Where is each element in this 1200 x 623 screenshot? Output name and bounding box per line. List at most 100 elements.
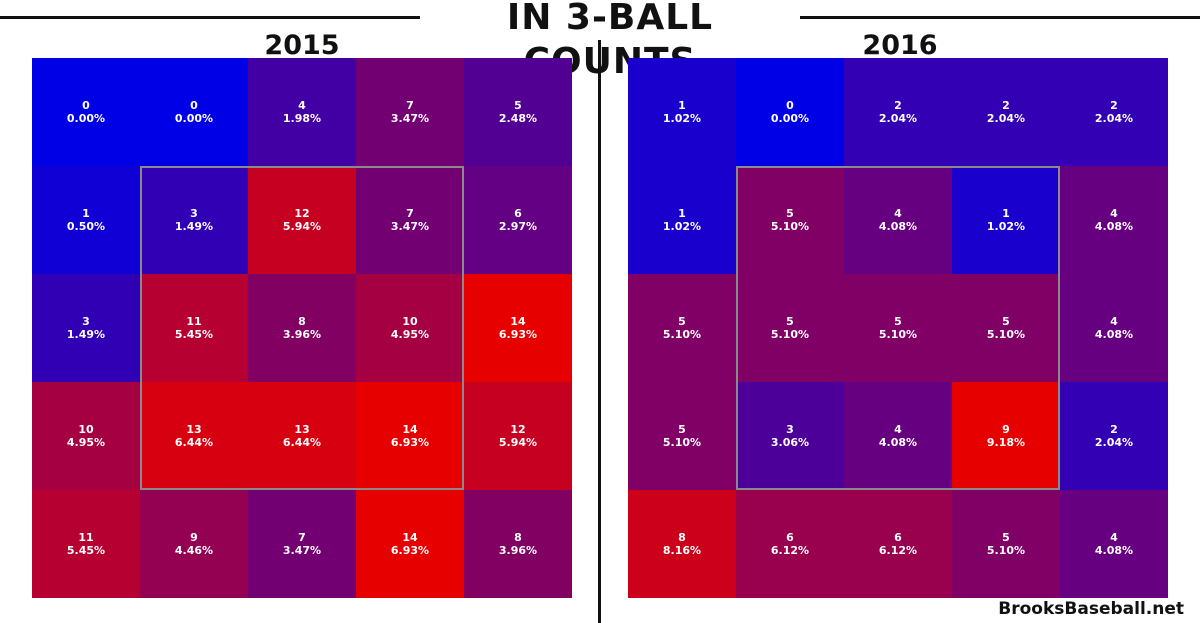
- cell-percent: 5.10%: [662, 328, 702, 341]
- cell-count: 4: [1110, 531, 1118, 544]
- cell-percent: 6.93%: [390, 544, 430, 557]
- heatmap-cell: 5 5.10%: [628, 274, 736, 382]
- cell-percent: 6.12%: [770, 544, 810, 557]
- cell-count: 5: [1002, 531, 1010, 544]
- cell-percent: 1.02%: [662, 112, 702, 125]
- cell-count: 3: [82, 315, 90, 328]
- cell-percent: 0.00%: [770, 112, 810, 125]
- heatmap-cell: 13 6.44%: [248, 382, 356, 490]
- heatmap-cell: 2 2.04%: [1060, 382, 1168, 490]
- cell-count: 1: [678, 99, 686, 112]
- cell-count: 1: [1002, 207, 1010, 220]
- cell-count: 5: [678, 423, 686, 436]
- heatmap-cell: 7 3.47%: [248, 490, 356, 598]
- heatmap-cell: 9 9.18%: [952, 382, 1060, 490]
- cell-count: 4: [894, 207, 902, 220]
- cell-count: 0: [82, 99, 90, 112]
- cell-percent: 2.04%: [1094, 436, 1134, 449]
- heatmap-cell: 7 3.47%: [356, 166, 464, 274]
- cell-count: 4: [1110, 315, 1118, 328]
- watermark: BrooksBaseball.net: [998, 599, 1184, 619]
- heatmap-cell: 1 1.02%: [952, 166, 1060, 274]
- cell-percent: 1.98%: [282, 112, 322, 125]
- cell-percent: 5.45%: [174, 328, 214, 341]
- cell-percent: 6.93%: [498, 328, 538, 341]
- heatmap-cell: 3 1.49%: [140, 166, 248, 274]
- heatmap-cell: 2 2.04%: [844, 58, 952, 166]
- heatmap-cell: 14 6.93%: [356, 490, 464, 598]
- heatmap-cell: 4 4.08%: [844, 166, 952, 274]
- cell-percent: 4.08%: [878, 436, 918, 449]
- cell-percent: 8.16%: [662, 544, 702, 557]
- title-rule-right: [800, 16, 1200, 19]
- cell-count: 10: [402, 315, 418, 328]
- cell-percent: 2.04%: [986, 112, 1026, 125]
- cell-percent: 4.08%: [878, 220, 918, 233]
- cell-percent: 0.00%: [174, 112, 214, 125]
- heatmap-cell: 5 5.10%: [844, 274, 952, 382]
- cell-count: 2: [1110, 99, 1118, 112]
- cell-percent: 6.93%: [390, 436, 430, 449]
- cell-count: 13: [186, 423, 202, 436]
- cell-percent: 4.08%: [1094, 328, 1134, 341]
- year-2015-label: 2015: [264, 30, 340, 61]
- cell-percent: 5.10%: [878, 328, 918, 341]
- cell-percent: 2.04%: [1094, 112, 1134, 125]
- heatmap-cell: 0 0.00%: [32, 58, 140, 166]
- cell-percent: 5.45%: [66, 544, 106, 557]
- heatmap-cell: 8 8.16%: [628, 490, 736, 598]
- heatmap-cell: 6 6.12%: [736, 490, 844, 598]
- heatmap-cell: 0 0.00%: [736, 58, 844, 166]
- cell-percent: 1.49%: [174, 220, 214, 233]
- cell-count: 1: [82, 207, 90, 220]
- cell-count: 8: [298, 315, 306, 328]
- heatmap-cell: 5 5.10%: [736, 166, 844, 274]
- cell-percent: 5.94%: [282, 220, 322, 233]
- cell-percent: 0.00%: [66, 112, 106, 125]
- heatmap-cell: 4 4.08%: [1060, 490, 1168, 598]
- cell-count: 5: [514, 99, 522, 112]
- cell-count: 6: [514, 207, 522, 220]
- heatmap-cell: 14 6.93%: [356, 382, 464, 490]
- cell-percent: 5.10%: [770, 328, 810, 341]
- heatmap-cell: 3 3.06%: [736, 382, 844, 490]
- cell-count: 12: [294, 207, 310, 220]
- heatmap-cell: 2 2.04%: [1060, 58, 1168, 166]
- heatmap-cell: 1 1.02%: [628, 58, 736, 166]
- cell-percent: 3.47%: [390, 220, 430, 233]
- heatmap-cell: 5 5.10%: [736, 274, 844, 382]
- heatmap-cell: 6 6.12%: [844, 490, 952, 598]
- cell-count: 5: [786, 315, 794, 328]
- heatmap-cell: 4 4.08%: [1060, 166, 1168, 274]
- heatmap-cell: 2 2.04%: [952, 58, 1060, 166]
- heatmap-cell: 11 5.45%: [140, 274, 248, 382]
- cell-percent: 3.47%: [282, 544, 322, 557]
- heatmap-cell: 8 3.96%: [464, 490, 572, 598]
- cell-percent: 3.96%: [498, 544, 538, 557]
- cell-percent: 2.04%: [878, 112, 918, 125]
- cell-count: 2: [1110, 423, 1118, 436]
- cell-percent: 5.10%: [662, 436, 702, 449]
- heatmap-cell: 9 4.46%: [140, 490, 248, 598]
- cell-percent: 3.96%: [282, 328, 322, 341]
- heatmap-cell: 1 1.02%: [628, 166, 736, 274]
- cell-percent: 4.95%: [66, 436, 106, 449]
- cell-percent: 2.48%: [498, 112, 538, 125]
- heatmap-cell: 4 1.98%: [248, 58, 356, 166]
- heatmap-2016: 1 1.02% 0 0.00% 2 2.04% 2 2.04% 2 2.04% 1 1.02% 5 5.1…: [628, 58, 1168, 598]
- cell-percent: 3.47%: [390, 112, 430, 125]
- cell-percent: 4.08%: [1094, 220, 1134, 233]
- cell-count: 8: [514, 531, 522, 544]
- cell-count: 4: [298, 99, 306, 112]
- cell-count: 14: [402, 423, 418, 436]
- heatmap-cell: 7 3.47%: [356, 58, 464, 166]
- cell-percent: 3.06%: [770, 436, 810, 449]
- cell-count: 6: [894, 531, 902, 544]
- cell-count: 5: [1002, 315, 1010, 328]
- cell-percent: 1.02%: [986, 220, 1026, 233]
- cell-count: 0: [190, 99, 198, 112]
- cell-count: 9: [190, 531, 198, 544]
- cell-percent: 5.10%: [770, 220, 810, 233]
- heatmap-cell: 5 5.10%: [952, 490, 1060, 598]
- cell-count: 0: [786, 99, 794, 112]
